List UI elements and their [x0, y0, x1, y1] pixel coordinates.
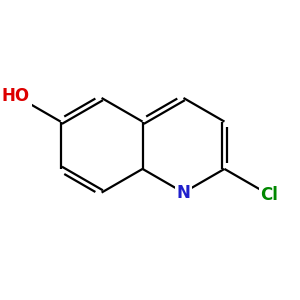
- Text: N: N: [177, 184, 190, 202]
- Text: Cl: Cl: [261, 186, 278, 204]
- Text: HO: HO: [2, 87, 30, 105]
